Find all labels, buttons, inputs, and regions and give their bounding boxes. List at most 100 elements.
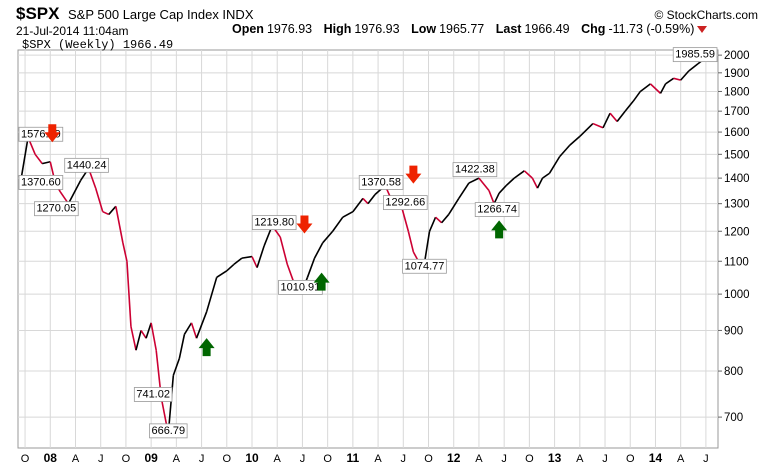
- price-segment: [407, 231, 415, 253]
- price-segment: [126, 261, 132, 327]
- low-value: 1965.77: [439, 22, 485, 36]
- price-segment: [468, 177, 480, 184]
- y-tick-label: 1300: [724, 199, 750, 211]
- annotation-box: [64, 157, 109, 173]
- price-segment: [592, 122, 604, 129]
- price-segment: [122, 242, 128, 262]
- price-segment: [205, 277, 218, 313]
- price-segment: [342, 211, 354, 218]
- price-segment: [172, 358, 181, 376]
- x-tick-label: A: [677, 453, 685, 465]
- price-segment: [195, 311, 208, 339]
- annotation-box: [358, 175, 404, 190]
- price-segment: [531, 177, 539, 189]
- price-segment: [616, 110, 626, 122]
- y-tick-label: 1800: [724, 86, 750, 98]
- x-tick-label: O: [525, 453, 534, 465]
- price-segment: [279, 236, 289, 265]
- price-annotation: 1219.80: [254, 217, 294, 229]
- last-label: Last: [495, 22, 522, 36]
- arrow-down-icon: [44, 124, 61, 143]
- y-tick-label: 1100: [724, 256, 749, 268]
- price-annotation: 666.79: [151, 425, 185, 437]
- price-segment: [673, 77, 681, 81]
- y-tick-label: 1600: [724, 127, 750, 139]
- price-segment: [488, 190, 495, 204]
- price-segment: [108, 205, 117, 215]
- price-segment: [233, 257, 243, 266]
- price-segment: [94, 187, 104, 212]
- x-tick-label: A: [576, 453, 584, 465]
- low-label: Low: [411, 22, 437, 36]
- high-value: 1976.93: [354, 22, 400, 36]
- annotation-box: [672, 47, 718, 63]
- price-segment: [135, 330, 142, 351]
- y-tick-label: 900: [724, 325, 743, 337]
- price-segment: [448, 197, 460, 215]
- arrow-up-icon: [491, 220, 508, 239]
- price-annotation: 1370.58: [361, 176, 401, 188]
- price-segment: [67, 180, 82, 205]
- y-tick-label: 2000: [724, 50, 750, 62]
- y-tick-label: 1000: [724, 289, 750, 301]
- price-segment: [367, 194, 376, 205]
- price-segment: [542, 172, 551, 179]
- price-segment: [659, 83, 667, 94]
- x-tick-label: O: [223, 453, 232, 465]
- price-segment: [256, 245, 265, 268]
- x-tick-label: J: [703, 453, 709, 465]
- price-segment: [632, 90, 641, 102]
- chart-header: $SPX S&P 500 Large Cap Index INDX © Stoc…: [0, 0, 772, 48]
- annotation-box: [133, 387, 173, 402]
- x-tick-label: O: [424, 453, 433, 465]
- annotation-box: [474, 202, 520, 217]
- annotation-box: [402, 258, 447, 274]
- price-segment: [513, 170, 525, 179]
- y-tick-label: 1900: [724, 68, 750, 80]
- x-tick-label: J: [602, 453, 608, 465]
- plot-area: [17, 49, 719, 449]
- price-segment: [313, 242, 324, 259]
- price-segment: [665, 77, 675, 85]
- x-tick-label: J: [401, 453, 407, 465]
- price-annotation: 1440.24: [67, 159, 107, 171]
- arrow-up-icon: [313, 272, 330, 291]
- brand-credit[interactable]: © StockCharts.com: [654, 8, 758, 22]
- price-segment: [102, 210, 110, 216]
- annotation-box: [18, 175, 64, 190]
- x-tick-label: 14: [649, 451, 663, 465]
- x-tick-label: O: [21, 453, 30, 465]
- x-tick-label: J: [501, 453, 507, 465]
- down-triangle-icon: [697, 26, 708, 34]
- x-tick-label: A: [374, 453, 382, 465]
- price-segment: [306, 257, 316, 278]
- security-name: S&P 500 Large Cap Index INDX: [68, 7, 254, 22]
- price-segment: [458, 182, 470, 199]
- y-tick-label: 1700: [724, 106, 750, 118]
- x-tick-label: A: [173, 453, 181, 465]
- arrow-down-icon: [296, 215, 313, 234]
- annotation-box: [34, 201, 79, 217]
- price-segment: [493, 192, 500, 205]
- arrow-up-icon: [198, 338, 215, 357]
- quote-datetime: 21-Jul-2014 11:04am: [16, 24, 129, 38]
- price-segment: [680, 70, 690, 81]
- x-tick-label: J: [300, 453, 306, 465]
- annotation-box: [149, 423, 188, 439]
- high-label: High: [323, 22, 352, 36]
- price-segment: [226, 263, 235, 272]
- price-annotation: 1985.59: [675, 49, 715, 61]
- price-segment: [688, 63, 699, 72]
- price-annotation: 1074.77: [405, 260, 445, 272]
- price-segment: [498, 185, 507, 194]
- y-tick-label: 1500: [724, 149, 750, 161]
- x-tick-label: 13: [548, 451, 562, 465]
- price-segment: [602, 112, 611, 129]
- y-tick-label: 700: [724, 412, 743, 424]
- price-segment: [130, 326, 137, 351]
- price-segment: [332, 216, 344, 232]
- x-tick-label: O: [323, 453, 332, 465]
- price-segment: [569, 135, 581, 146]
- annotation-box: [383, 195, 428, 211]
